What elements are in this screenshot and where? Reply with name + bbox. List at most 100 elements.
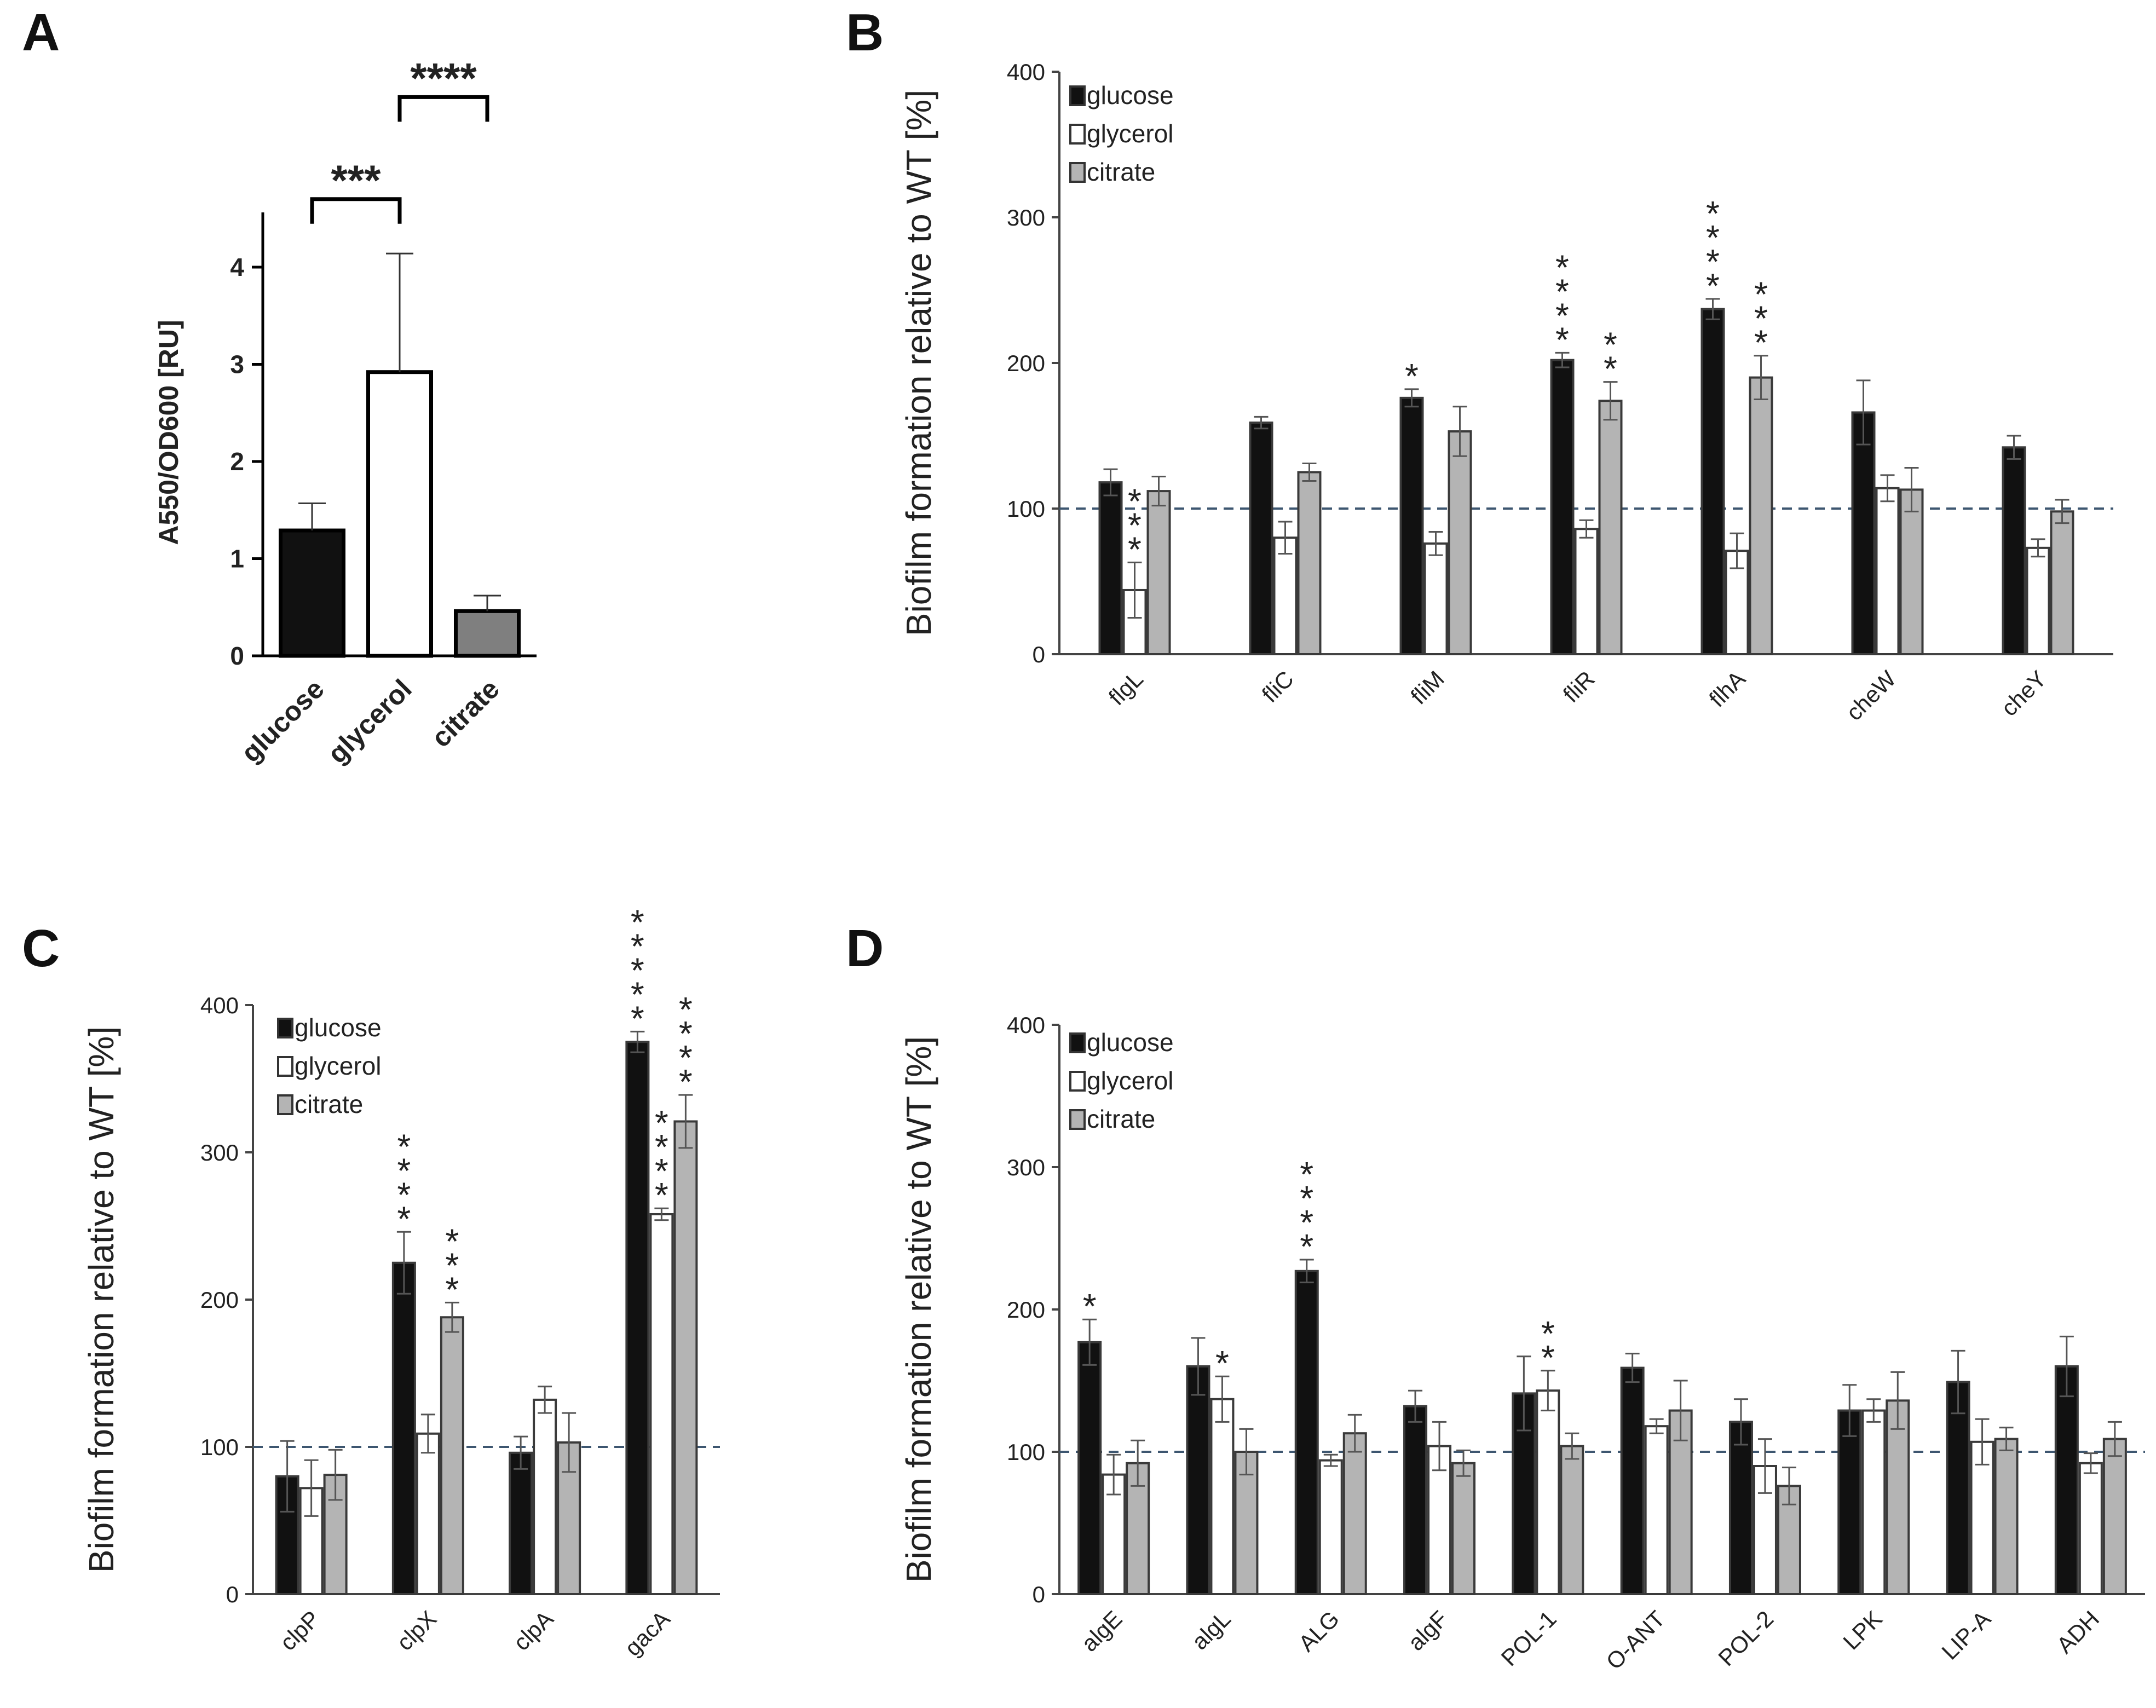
panel-c: C 0 100 200 300 400 Biofilm formation relative… [22, 902, 720, 1661]
bar-glucose-cheY [2002, 446, 2026, 656]
legend-label-glucose: glucose [1087, 81, 1174, 109]
bar-citrate-ALG [1342, 1432, 1367, 1595]
bar-citrate-flhA [1749, 376, 1773, 655]
y-tick-label: 4 [230, 253, 244, 281]
bar-citrate-LPK [1886, 1399, 1910, 1595]
x-tick-label: LIP-A [1936, 1606, 1996, 1665]
significance-stars: **** [1300, 1155, 1313, 1266]
bar-citrate-cheY [2050, 510, 2074, 655]
x-tick-label: clpP [275, 1606, 325, 1655]
legend-swatch-glucose [1069, 85, 1086, 106]
bar-glycerol-fliM [1423, 542, 1448, 656]
y-tick-label: 0 [230, 642, 244, 670]
bar-glucose-LPK [1837, 1409, 1862, 1596]
legend-swatch-glucose [277, 1018, 293, 1038]
y-tick-label: 400 [1007, 59, 1045, 85]
bar-glycerol [366, 370, 433, 658]
x-tick-label: fliR [1558, 666, 1600, 707]
significance-stars: *** [1754, 275, 1768, 362]
bar-citrate-fliC [1297, 471, 1322, 655]
bar-citrate-ADH [2102, 1438, 2127, 1596]
bar-glucose-algE [1077, 1341, 1102, 1596]
bar-citrate-POL-1 [1560, 1445, 1584, 1596]
bar-citrate-fliR [1598, 400, 1623, 655]
bar-glycerol-cheY [2026, 546, 2050, 655]
significance-stars: * * [1541, 1314, 1555, 1377]
bar-glycerol-clpA [533, 1398, 557, 1595]
significance-stars: * [1215, 1343, 1229, 1383]
legend-swatch-glycerol [277, 1056, 293, 1077]
bar-citrate-clpX [440, 1316, 464, 1596]
bar-glycerol-O-ANT [1644, 1425, 1669, 1595]
y-tick-label: 3 [230, 350, 244, 379]
x-tick-label: POL-2 [1713, 1606, 1778, 1671]
bar-glycerol-POL-1 [1536, 1389, 1560, 1595]
legend-label-glucose: glucose [1087, 1028, 1174, 1057]
bar-glucose-fliR [1550, 359, 1575, 655]
legend-label-citrate: citrate [295, 1090, 363, 1118]
x-tick-label: algE [1076, 1606, 1127, 1657]
y-axis-label: A550/OD600 [RU] [153, 320, 184, 545]
bar-glucose-fliC [1249, 422, 1273, 655]
significance-stars: **** [679, 990, 693, 1101]
x-tick-label: flhA [1704, 666, 1750, 712]
legend-label-glycerol: glycerol [295, 1052, 382, 1080]
significance-stars: * * * * * [631, 902, 644, 1038]
y-tick-label: 300 [1007, 205, 1045, 230]
x-tick-label: ADH [2051, 1606, 2104, 1658]
legend-label-citrate: citrate [1087, 158, 1155, 186]
panel-label: D [846, 919, 884, 978]
x-tick-label: fliC [1257, 666, 1299, 707]
x-tick-label: cheY [1996, 666, 2051, 721]
bar-glycerol-ADH [2078, 1462, 2103, 1596]
significance-stars: * * [1604, 325, 1617, 389]
bar-glucose-flgL [1098, 481, 1123, 655]
y-axis-label: Biofilm formation relative to WT [%] [899, 90, 938, 636]
x-tick-label: clpA [508, 1606, 558, 1655]
x-tick-label: cheW [1841, 666, 1901, 725]
bar-citrate-fliM [1448, 430, 1472, 656]
bar-glucose [279, 528, 345, 658]
panel-label: C [22, 919, 60, 978]
x-tick-label: citrate [425, 673, 505, 753]
significance-stars: **** [655, 1103, 668, 1215]
bar-glucose-clpX [391, 1261, 416, 1595]
y-tick-label: 0 [1033, 642, 1045, 667]
bar-glucose-flhA [1700, 308, 1725, 655]
legend-swatch-citrate [1069, 162, 1086, 183]
bar-glucose-fliM [1399, 396, 1424, 656]
bar-citrate [454, 609, 521, 658]
y-axis-label: Biofilm formation relative to WT [%] [82, 1026, 121, 1573]
bar-glucose-algL [1186, 1365, 1210, 1595]
bar-glycerol-cheW [1875, 487, 1900, 655]
bar-glycerol-gacA [649, 1213, 674, 1595]
bar-glycerol-LPK [1861, 1409, 1886, 1596]
bar-glucose-clpA [509, 1451, 533, 1595]
legend-swatch-glycerol [1069, 124, 1086, 145]
bar-citrate-gacA [673, 1120, 698, 1595]
y-tick-label: 100 [1007, 496, 1045, 522]
bar-glucose-cheW [1851, 411, 1876, 655]
bar-citrate-algF [1451, 1462, 1476, 1596]
y-tick-label: 200 [200, 1287, 239, 1313]
bar-citrate-LIP-A [1994, 1438, 2019, 1596]
bar-glucose-algF [1403, 1405, 1428, 1596]
significance-stars: * [1405, 356, 1419, 396]
y-tick-label: 1 [230, 545, 244, 573]
y-axis-label: Biofilm formation relative to WT [%] [899, 1036, 938, 1583]
panel-b: B 0 100 200 300 400 Biofilm formation relative… [846, 3, 2113, 725]
legend-swatch-glucose [1069, 1032, 1086, 1053]
bar-glycerol-ALG [1318, 1459, 1343, 1596]
y-tick-label: 200 [1007, 350, 1045, 376]
legend-label-glycerol: glycerol [1087, 1066, 1174, 1095]
y-tick-label: 2 [230, 447, 244, 476]
panel-label: A [22, 3, 60, 62]
legend-swatch-citrate [277, 1094, 293, 1115]
y-tick-label: 0 [226, 1582, 239, 1607]
y-tick-label: 300 [1007, 1155, 1045, 1180]
y-tick-label: 100 [1007, 1439, 1045, 1465]
significance-bracket [397, 95, 489, 122]
significance-stars: **** [397, 1127, 411, 1238]
